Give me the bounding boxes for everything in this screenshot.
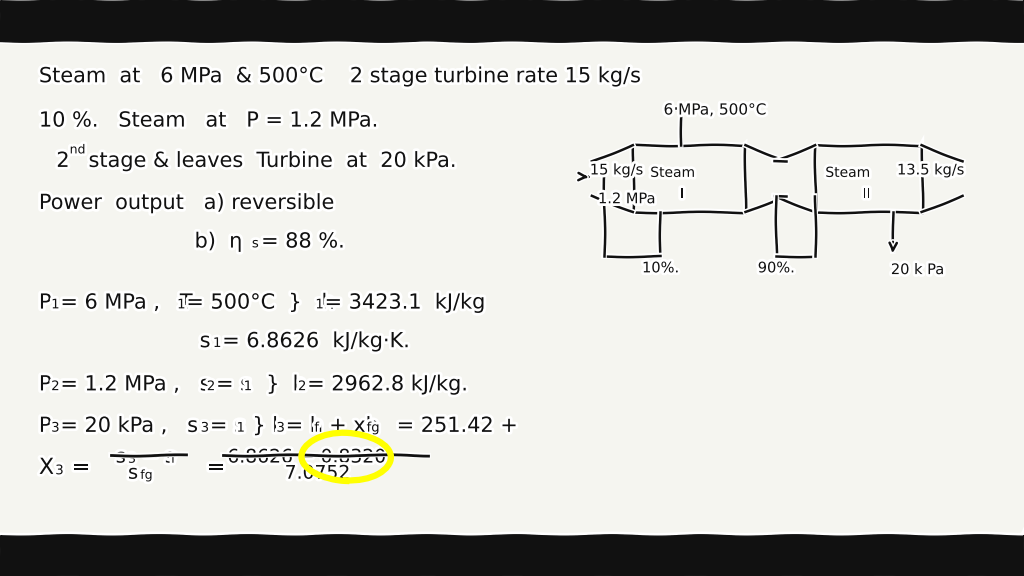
Text: = 3423.1  kJ/kg: = 3423.1 kJ/kg xyxy=(325,293,485,313)
Text: 6.8626 − 0.8320: 6.8626 − 0.8320 xyxy=(227,448,386,467)
Text: 2: 2 xyxy=(51,380,59,393)
Text: P: P xyxy=(39,374,51,395)
Text: = s: = s xyxy=(216,374,251,395)
Text: fg: fg xyxy=(367,422,380,435)
Text: I: I xyxy=(680,187,684,201)
Text: X: X xyxy=(39,458,54,478)
Text: = 500°C  }   h: = 500°C } h xyxy=(186,293,335,313)
Text: P: P xyxy=(39,293,51,313)
Text: 1.2 MPa: 1.2 MPa xyxy=(598,191,655,206)
Text: =: = xyxy=(193,458,240,478)
Text: Power  output   a) reversible: Power output a) reversible xyxy=(39,193,335,213)
Text: − s: − s xyxy=(136,448,175,467)
Text: 1: 1 xyxy=(51,298,59,312)
Text: 2: 2 xyxy=(207,380,215,393)
Text: 6 MPa, 500°C: 6 MPa, 500°C xyxy=(664,103,766,118)
Text: 13.5 kg/s: 13.5 kg/s xyxy=(897,162,965,177)
Text: = 6 MPa ,   T: = 6 MPa , T xyxy=(60,293,193,313)
Text: f: f xyxy=(314,422,319,435)
Text: } h: } h xyxy=(246,416,286,436)
Text: II: II xyxy=(862,187,870,201)
Text: 1: 1 xyxy=(315,298,324,312)
Text: = 2962.8 kJ/kg.: = 2962.8 kJ/kg. xyxy=(307,374,468,395)
Text: 15 kg/s: 15 kg/s xyxy=(590,162,643,177)
Text: 1: 1 xyxy=(244,380,252,393)
Text: Steam  at   6 MPa  & 500°C    2 stage turbine rate 15 kg/s: Steam at 6 MPa & 500°C 2 stage turbine r… xyxy=(39,66,641,86)
Text: stage & leaves  Turbine  at  20 kPa.: stage & leaves Turbine at 20 kPa. xyxy=(82,151,457,171)
Text: 7.0752: 7.0752 xyxy=(285,464,350,483)
Bar xyxy=(0,535,1024,576)
Text: nd: nd xyxy=(70,143,86,157)
Text: + xh: + xh xyxy=(323,416,379,436)
Text: = 88 %.: = 88 %. xyxy=(261,232,345,252)
Text: 1: 1 xyxy=(213,337,221,350)
Text: 1: 1 xyxy=(237,422,245,435)
Text: = h: = h xyxy=(286,416,323,436)
Text: s: s xyxy=(200,331,211,351)
Bar xyxy=(0,0,1024,41)
Text: Steam: Steam xyxy=(650,166,695,180)
Text: 2: 2 xyxy=(298,380,306,393)
Text: 3: 3 xyxy=(51,422,59,435)
Text: Steam: Steam xyxy=(825,166,870,180)
Text: 1: 1 xyxy=(177,298,185,312)
Text: 3: 3 xyxy=(276,422,285,435)
Text: 3: 3 xyxy=(128,453,136,466)
Text: = 20 kPa ,   s: = 20 kPa , s xyxy=(60,416,199,436)
Bar xyxy=(815,145,922,212)
Text: s: s xyxy=(128,464,138,483)
Text: = 6.8626  kJ/kg·K.: = 6.8626 kJ/kg·K. xyxy=(222,331,410,351)
Text: 90%.: 90%. xyxy=(758,260,795,275)
Text: s: s xyxy=(116,448,126,467)
Text: 10%.: 10%. xyxy=(642,260,679,275)
Text: = s: = s xyxy=(210,416,245,436)
Text: f: f xyxy=(171,453,175,466)
Text: = 251.42 +: = 251.42 + xyxy=(377,416,518,436)
Text: =: = xyxy=(65,458,97,478)
Text: s: s xyxy=(252,237,259,251)
Text: fg: fg xyxy=(140,469,153,482)
Text: P: P xyxy=(39,416,51,436)
Text: b)  η: b) η xyxy=(195,232,243,252)
Text: 10 %.   Steam   at   P = 1.2 MPa.: 10 %. Steam at P = 1.2 MPa. xyxy=(39,111,378,131)
Text: 2: 2 xyxy=(56,151,70,171)
Text: = 1.2 MPa ,   s: = 1.2 MPa , s xyxy=(60,374,211,395)
Bar xyxy=(633,145,745,212)
Text: 20 k Pa: 20 k Pa xyxy=(891,262,944,277)
Text: }  h: } h xyxy=(253,374,306,395)
Text: 3: 3 xyxy=(55,464,63,478)
Text: 3: 3 xyxy=(201,422,209,435)
